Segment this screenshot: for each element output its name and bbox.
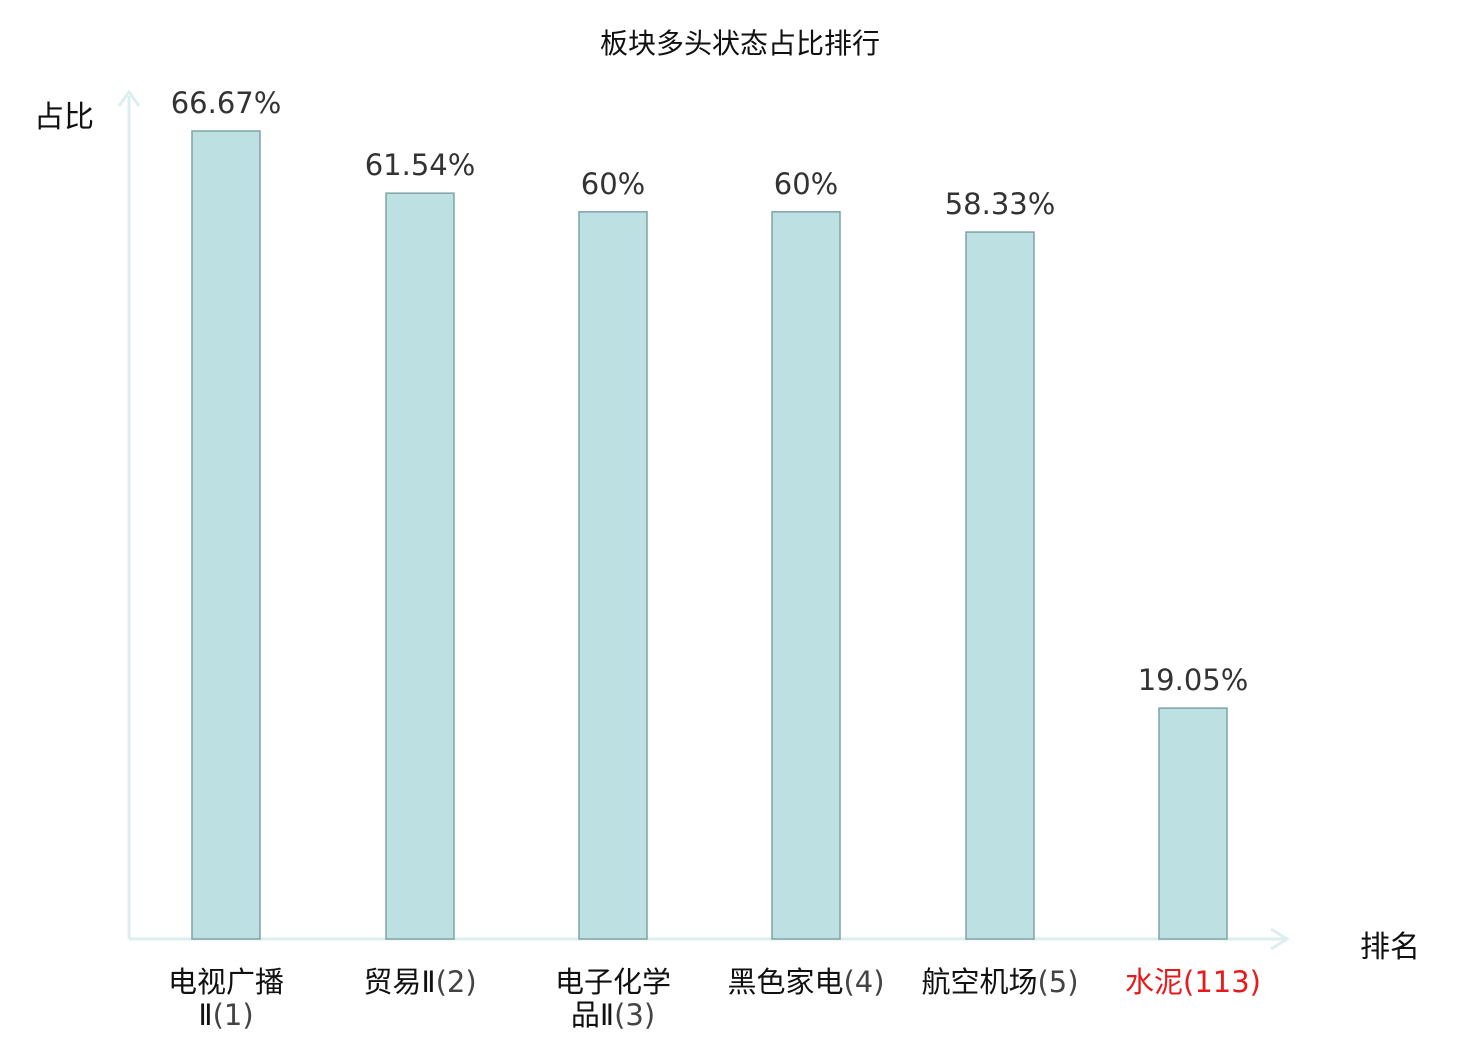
category-name-continued: 品Ⅱ	[570, 998, 615, 1032]
x-tick-label: 电视广播 Ⅱ(1)	[136, 966, 316, 1032]
x-tick-label: 黑色家电(4)	[716, 966, 896, 999]
bar	[191, 130, 261, 940]
category-rank: (1)	[212, 998, 254, 1032]
x-tick-label: 电子化学 品Ⅱ(3)	[523, 966, 703, 1032]
category-rank: (2)	[435, 965, 477, 999]
bar	[965, 231, 1035, 940]
category-name: 电视广播	[167, 965, 284, 999]
x-tick-label: 贸易Ⅱ(2)	[330, 966, 510, 999]
category-name: 电子化学	[554, 965, 671, 999]
category-name: 黑色家电	[727, 965, 844, 999]
category-rank: (113)	[1183, 965, 1261, 999]
bar	[771, 211, 841, 940]
category-name: 航空机场	[921, 965, 1038, 999]
category-name: 水泥	[1125, 965, 1184, 999]
bar-value-label: 66.67%	[171, 86, 282, 120]
bar-value-label: 60%	[774, 167, 838, 201]
bar-value-label: 61.54%	[365, 148, 476, 182]
x-axis-arrow	[1270, 927, 1290, 951]
bar-value-label: 19.05%	[1138, 663, 1249, 697]
category-name: 贸易Ⅱ	[363, 965, 436, 999]
x-axis-title: 排名	[1360, 930, 1420, 965]
category-rank: (4)	[843, 965, 885, 999]
chart-title: 板块多头状态占比排行	[599, 27, 880, 60]
category-rank: (5)	[1037, 965, 1079, 999]
y-axis-title: 占比	[34, 100, 94, 135]
category-name-continued: Ⅱ	[198, 998, 213, 1032]
x-tick-label: 水泥(113)	[1103, 966, 1283, 999]
x-tick-label: 航空机场(5)	[910, 966, 1090, 999]
bar	[385, 192, 455, 940]
bar	[1158, 707, 1228, 940]
bar	[578, 211, 648, 940]
bar-value-label: 60%	[581, 167, 645, 201]
bar-value-label: 58.33%	[945, 187, 1056, 221]
y-axis-arrow	[117, 89, 141, 107]
category-rank: (3)	[614, 998, 656, 1032]
